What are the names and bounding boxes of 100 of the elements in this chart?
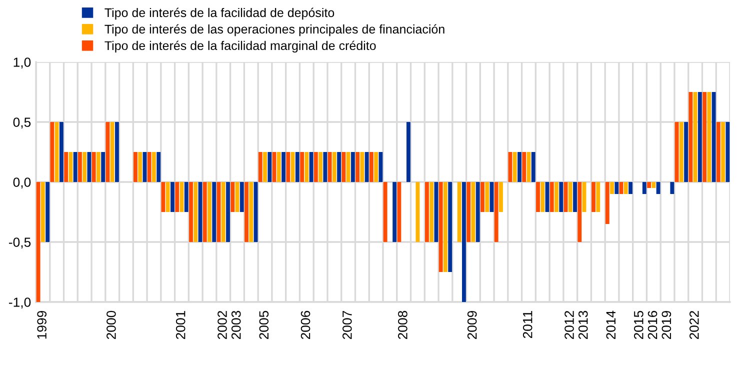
bar: [518, 152, 522, 182]
bar: [605, 182, 610, 224]
bar: [679, 122, 684, 182]
y-tick-label: 0,5: [13, 118, 31, 128]
bar: [448, 182, 452, 272]
bar: [152, 152, 156, 182]
bar: [383, 182, 388, 242]
bar: [323, 152, 328, 182]
bar: [134, 152, 138, 182]
bar: [360, 152, 364, 182]
bar: [59, 122, 64, 182]
y-tick-label: -0,5: [8, 238, 31, 248]
bar: [642, 182, 646, 194]
bar: [230, 182, 235, 212]
bar: [342, 152, 346, 182]
bar: [54, 122, 59, 182]
bar: [314, 152, 318, 182]
bar: [350, 152, 355, 182]
bar: [73, 152, 78, 182]
bar: [156, 152, 161, 182]
bar: [96, 152, 100, 182]
bar: [364, 152, 369, 182]
bar: [688, 92, 693, 182]
bar: [369, 152, 374, 182]
y-tick-label: -1,0: [8, 298, 31, 308]
bar: [138, 152, 142, 182]
bar: [101, 152, 106, 182]
bar: [184, 182, 188, 212]
bar: [670, 182, 674, 194]
bar: [304, 152, 309, 182]
bar: [540, 182, 545, 212]
bar: [466, 182, 471, 242]
bar: [406, 122, 410, 182]
bar: [550, 182, 554, 212]
x-tick-label: 2002: [218, 310, 227, 340]
bar: [610, 182, 614, 194]
bar: [356, 152, 360, 182]
legend-label: Tipo de interés de la facilidad de depósito: [104, 8, 334, 20]
bar: [628, 182, 632, 194]
bar: [175, 182, 180, 212]
bar: [430, 182, 434, 242]
y-tick-label: 1,0: [14, 58, 31, 68]
bar: [115, 122, 119, 182]
bar: [434, 182, 438, 242]
bar: [226, 182, 230, 242]
x-tick-label: 2016: [648, 310, 658, 340]
bar: [522, 152, 526, 182]
bar: [512, 152, 517, 182]
bar: [328, 152, 332, 182]
bar: [392, 182, 397, 242]
bar: [295, 152, 300, 182]
bar: [240, 182, 244, 212]
bar: [221, 182, 226, 242]
bar: [531, 152, 536, 182]
bar: [573, 182, 577, 212]
bar: [68, 152, 73, 182]
bar: [559, 182, 564, 212]
bar: [82, 152, 87, 182]
bar: [485, 182, 490, 212]
bar: [462, 182, 466, 302]
bar: [721, 122, 726, 182]
x-tick-label: 2003: [231, 310, 241, 340]
bar: [674, 122, 679, 182]
bar: [87, 152, 92, 182]
bar: [337, 152, 342, 182]
bar: [300, 152, 304, 182]
bar: [476, 182, 480, 242]
bar: [202, 182, 207, 242]
x-tick-label: 1999: [37, 310, 46, 339]
bar: [50, 122, 54, 182]
bar: [656, 182, 660, 194]
bar: [494, 182, 498, 242]
bar: [652, 182, 656, 188]
bar: [698, 92, 702, 182]
bar: [110, 122, 114, 182]
bar: [346, 152, 350, 182]
bar: [309, 152, 314, 182]
bar: [46, 182, 50, 242]
y-tick-label: 0,0: [13, 178, 31, 188]
x-tick-label: 2011: [522, 310, 532, 338]
bar: [189, 182, 193, 242]
bar: [614, 182, 619, 194]
bar: [592, 182, 596, 212]
bar: [424, 182, 429, 242]
x-tick-label: 2012: [564, 310, 574, 340]
bar: [693, 92, 698, 182]
bar: [249, 182, 254, 242]
bar: [40, 182, 45, 242]
bar: [536, 182, 540, 212]
bar: [332, 152, 336, 182]
x-tick-label: 2001: [176, 310, 186, 340]
bar: [244, 182, 248, 242]
bar: [438, 182, 443, 272]
bar: [416, 182, 420, 242]
bar: [36, 182, 40, 302]
bar: [318, 152, 323, 182]
bar: [499, 182, 503, 212]
bar: [268, 152, 272, 182]
bar: [624, 182, 628, 194]
bar: [64, 152, 68, 182]
